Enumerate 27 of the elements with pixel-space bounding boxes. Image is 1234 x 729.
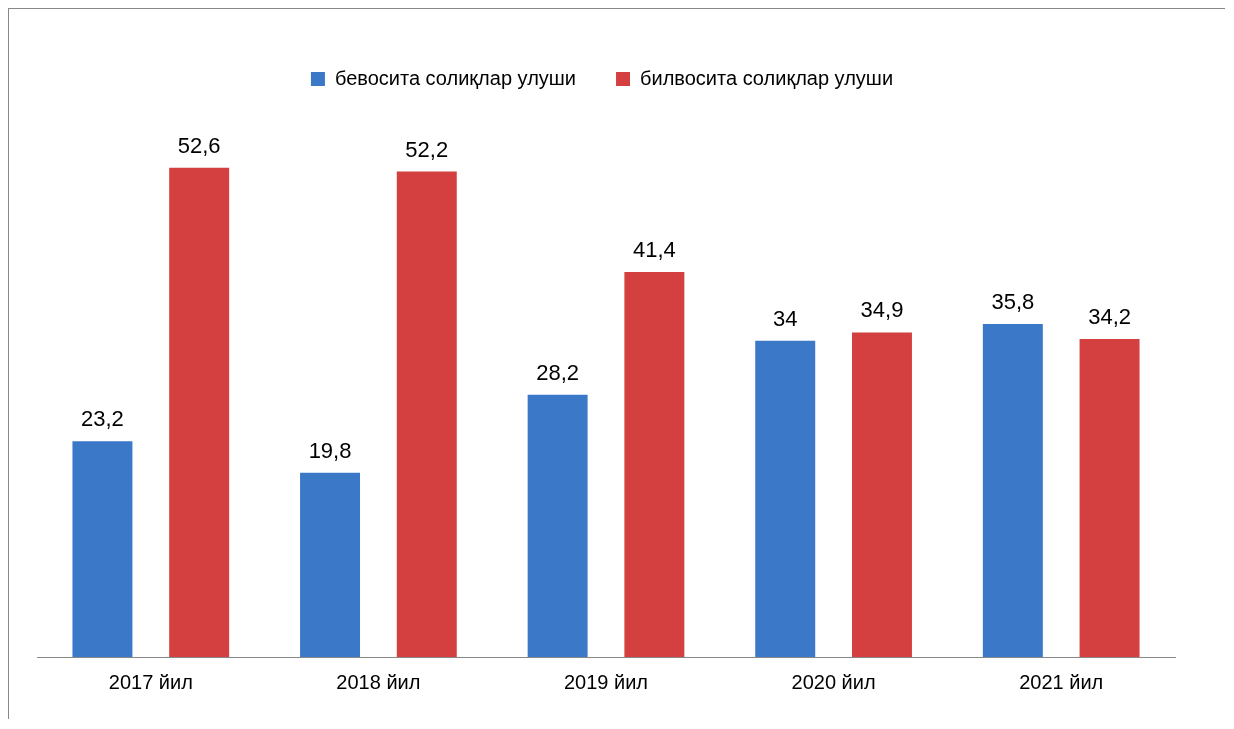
bar <box>527 394 588 657</box>
data-label: 34,2 <box>1088 304 1131 329</box>
data-label: 34,9 <box>860 297 904 323</box>
legend-label: билвосита солиқлар улуши <box>640 66 894 89</box>
data-label: 41,4 <box>632 237 676 263</box>
data-label: 52,6 <box>177 132 221 158</box>
bar <box>169 167 230 657</box>
x-tick-label: 2020 йил <box>791 670 876 693</box>
legend-label: бевосита солиқлар улуши <box>334 66 577 89</box>
x-tick-label: 2019 йил <box>563 670 649 693</box>
bar <box>755 340 816 657</box>
bar <box>396 171 457 657</box>
bar <box>300 472 361 657</box>
bar <box>1079 338 1140 657</box>
data-label: 35,8 <box>991 289 1035 315</box>
x-tick-label: 2021 йил <box>1019 670 1104 693</box>
data-label: 28,2 <box>536 359 580 385</box>
data-label: 34 <box>772 305 798 331</box>
bar <box>851 332 912 657</box>
data-label: 52,2 <box>405 136 449 162</box>
bar <box>982 324 1043 657</box>
x-tick-label: 2017 йил <box>108 670 193 693</box>
bar <box>624 271 685 657</box>
x-tick-label: 2018 йил <box>336 670 421 693</box>
data-label: 23,2 <box>81 406 124 432</box>
data-label: 19,8 <box>308 437 352 463</box>
bar <box>72 441 133 657</box>
